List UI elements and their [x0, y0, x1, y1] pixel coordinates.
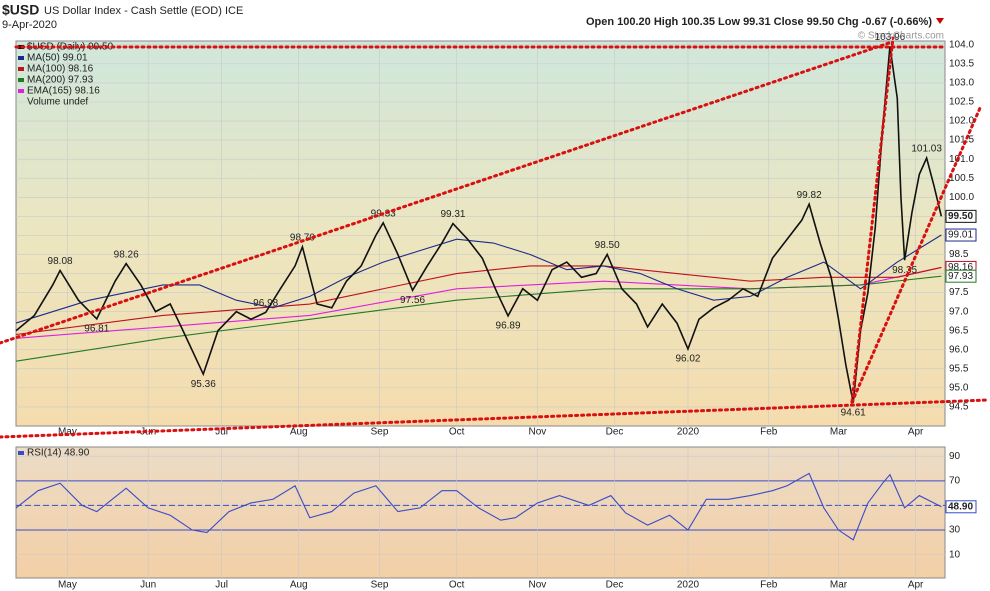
- annotation: 96.89: [496, 320, 521, 331]
- y-tick-label: 10: [949, 549, 961, 560]
- trend-line: [0, 40, 894, 345]
- legend-label: EMA(165) 98.16: [27, 86, 100, 97]
- legend-label: RSI(14) 48.90: [27, 448, 90, 459]
- y-tick-label: 102.0: [949, 116, 974, 127]
- annotation: 99.82: [797, 190, 822, 201]
- y-tick-label: 100.0: [949, 192, 974, 203]
- y-tick-label: 96.0: [949, 344, 969, 355]
- annotation: 95.36: [191, 379, 216, 390]
- symbol: $USD: [2, 2, 39, 18]
- x-tick-label: Mar: [830, 580, 848, 591]
- legend-label: MA(100) 98.16: [27, 64, 94, 75]
- chart-title: US Dollar Index - Cash Settle (EOD) ICE: [44, 5, 243, 17]
- annotation: 96.02: [675, 354, 700, 365]
- x-tick-label: Feb: [760, 427, 778, 438]
- y-tick-label: 97.5: [949, 287, 969, 298]
- x-tick-label: Mar: [830, 427, 848, 438]
- annotation: 98.26: [114, 249, 139, 260]
- last-value-box: [945, 500, 977, 514]
- last-value-label: 99.50: [948, 211, 973, 222]
- legend-label: MA(200) 97.93: [27, 75, 94, 86]
- legend-swatch: [18, 78, 24, 82]
- last-value-label: 98.16: [948, 262, 973, 273]
- annotation: 98.08: [48, 256, 73, 267]
- series-line: [15, 234, 942, 324]
- date: 9-Apr-2020: [2, 19, 57, 31]
- last-value-label: 99.01: [948, 230, 973, 241]
- annotation: 96.81: [84, 324, 109, 335]
- x-tick-label: 2020: [677, 427, 700, 438]
- x-tick-label: Jul: [215, 427, 228, 438]
- x-tick-label: Dec: [606, 427, 624, 438]
- y-tick-label: 96.5: [949, 325, 969, 336]
- legend-swatch: [18, 89, 24, 93]
- x-tick-label: Apr: [908, 580, 924, 591]
- y-tick-label: 104.0: [949, 39, 974, 50]
- annotation: 98.35: [892, 265, 917, 276]
- legend-label: Volume undef: [27, 97, 88, 108]
- legend-label: MA(50) 99.01: [27, 53, 88, 64]
- x-tick-label: 2020: [677, 580, 700, 591]
- x-tick-label: Jun: [140, 427, 156, 438]
- x-tick-label: Jul: [215, 580, 228, 591]
- y-tick-label: 97.0: [949, 306, 969, 317]
- y-tick-label: 103.5: [949, 59, 974, 70]
- x-tick-label: May: [58, 427, 77, 438]
- annotation: 99.31: [440, 209, 465, 220]
- y-tick-label: 95.5: [949, 363, 969, 374]
- y-tick-label: 30: [949, 525, 961, 536]
- y-tick-label: 102.5: [949, 97, 974, 108]
- y-tick-label: 90: [949, 451, 961, 462]
- x-tick-label: Sep: [371, 427, 389, 438]
- y-tick-label: 100.5: [949, 173, 974, 184]
- rsi-panel: [15, 446, 946, 579]
- legend-swatch: [18, 56, 24, 60]
- trend-line: [0, 398, 990, 439]
- y-tick-label: 101.5: [949, 135, 974, 146]
- y-tick-label: 98.5: [949, 249, 969, 260]
- annotation: 103.96: [875, 32, 906, 43]
- last-value-box: [945, 269, 977, 283]
- x-tick-label: Apr: [908, 427, 924, 438]
- last-value-box: [945, 209, 977, 223]
- x-tick-label: May: [58, 580, 77, 591]
- y-tick-label: 95.0: [949, 383, 969, 394]
- x-tick-label: Nov: [529, 580, 547, 591]
- quote: Open 100.20 High 100.35 Low 99.31 Close …: [586, 16, 932, 28]
- x-tick-label: Jun: [140, 580, 156, 591]
- x-tick-label: Oct: [449, 427, 465, 438]
- x-tick-label: Aug: [290, 427, 308, 438]
- down-arrow: [936, 18, 944, 24]
- plot-layer: 94.595.095.596.096.597.097.598.098.599.0…: [15, 32, 977, 591]
- last-value-label: 48.90: [948, 501, 973, 512]
- series-line: [15, 472, 942, 541]
- y-tick-label: 101.0: [949, 154, 974, 165]
- annotation: 96.98: [253, 298, 278, 309]
- annotation: 101.03: [911, 144, 942, 155]
- x-tick-label: Sep: [371, 580, 389, 591]
- x-tick-label: Feb: [760, 580, 778, 591]
- legend-swatch: [18, 67, 24, 71]
- annotation: 94.61: [841, 407, 866, 418]
- series-line: [15, 265, 942, 336]
- legend-swatch: [18, 451, 24, 455]
- y-tick-label: 103.0: [949, 78, 974, 89]
- x-tick-label: Dec: [606, 580, 624, 591]
- last-value-box: [945, 228, 977, 242]
- x-tick-label: Oct: [449, 580, 465, 591]
- trend-lines: [0, 36, 990, 439]
- trend-line: [850, 36, 895, 404]
- annotation: 98.70: [290, 232, 315, 243]
- x-tick-label: Aug: [290, 580, 308, 591]
- last-value-label: 97.93: [948, 271, 973, 282]
- watermark: © StockCharts.com: [858, 31, 944, 42]
- x-tick-label: Nov: [529, 427, 547, 438]
- trend-line: [850, 106, 982, 404]
- price-panel: [15, 40, 946, 427]
- y-tick-label: 70: [949, 475, 961, 486]
- annotation: 97.56: [400, 295, 425, 306]
- y-tick-label: 94.5: [949, 402, 969, 413]
- annotation: 98.50: [595, 240, 620, 251]
